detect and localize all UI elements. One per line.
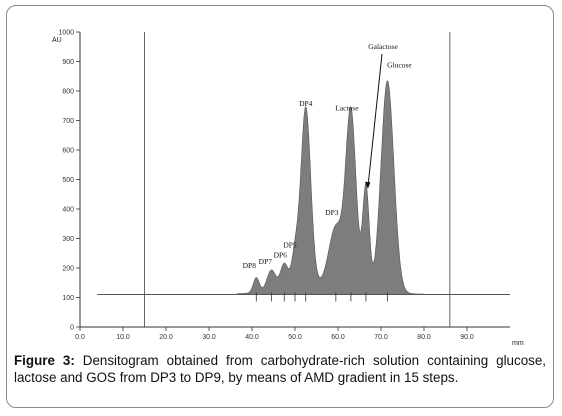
peak-label: DP5 [283, 241, 297, 250]
x-tick-label: 70.0 [374, 334, 388, 341]
y-tick-label: 300 [62, 236, 74, 243]
y-tick-label: 0 [70, 325, 74, 332]
y-tick-label: 400 [62, 207, 74, 214]
x-tick-label: 20.0 [159, 334, 173, 341]
x-tick-label: 90.0 [460, 334, 474, 341]
x-tick-label: 30.0 [202, 334, 216, 341]
signal-area [236, 80, 425, 295]
peak-label: DP8 [243, 261, 257, 270]
peak-label: DP3 [325, 208, 339, 217]
y-tick-label: 1000 [58, 30, 74, 37]
x-tick-label: 80.0 [417, 334, 431, 341]
figure-frame [6, 5, 554, 408]
x-tick-label: 10.0 [116, 334, 130, 341]
y-tick-label: 100 [62, 295, 74, 302]
galactose-arrow-head [364, 181, 371, 189]
peak-label: Glucose [387, 61, 412, 70]
x-axis-label: mm [512, 340, 524, 347]
y-tick-label: 500 [62, 177, 74, 184]
figure-caption: Figure 3: Densitogram obtained from carb… [14, 352, 546, 386]
y-tick-label: 700 [62, 118, 74, 125]
galactose-arrow-line [367, 53, 383, 187]
y-tick-label: 200 [62, 266, 74, 273]
caption-label: Figure 3: [14, 353, 75, 368]
y-tick-label: 900 [62, 59, 74, 66]
y-axis-label: AU [52, 37, 62, 44]
y-tick-label: 600 [62, 148, 74, 155]
densitogram-chart: 0 100 200 300 400 500 600 700 800 900 1000 0.0 10.0 2… [52, 30, 524, 348]
caption-text: Densitogram obtained from carbohydrate-r… [14, 353, 547, 385]
peak-label: DP6 [274, 250, 288, 259]
x-tick-label: 60.0 [331, 334, 345, 341]
x-tick-label: 50.0 [288, 334, 302, 341]
peak-label: DP4 [299, 99, 313, 108]
x-tick-label: 0.0 [75, 334, 85, 341]
peak-label: DP7 [259, 257, 273, 266]
peak-label: Galactose [368, 42, 398, 51]
y-tick-label: 800 [62, 89, 74, 96]
x-tick-label: 40.0 [245, 334, 259, 341]
peak-label: Lactose [335, 104, 359, 113]
